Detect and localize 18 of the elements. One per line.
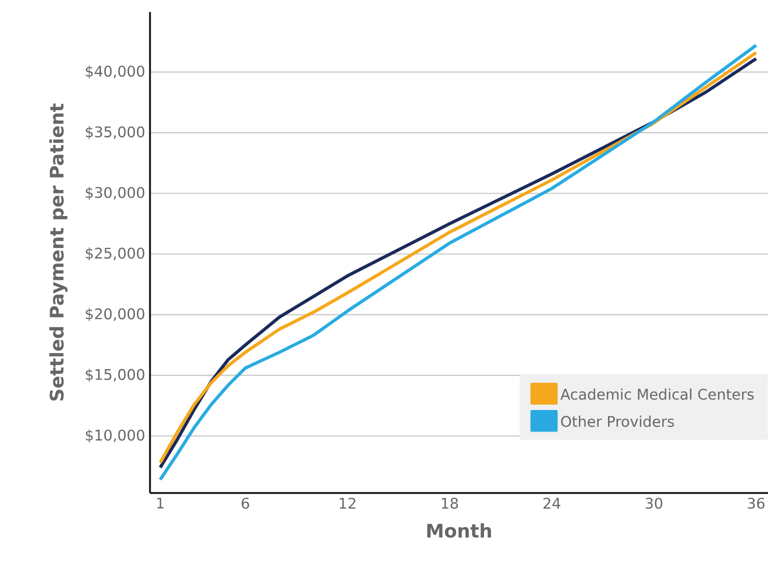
y-tick-label: $30,000	[86, 186, 144, 200]
x-tick-label: 36	[748, 498, 764, 509]
x-tick-label: 30	[646, 498, 662, 509]
x-tick-label: 24	[544, 498, 560, 509]
y-tick-label: $40,000	[86, 65, 144, 79]
y-tick-label: $35,000	[86, 126, 144, 140]
legend-label: Other Providers	[561, 416, 674, 427]
x-tick-label: 1	[157, 498, 164, 508]
x-tick-label: 18	[442, 498, 458, 509]
y-axis-title: Settled Payment per Patient	[49, 104, 68, 401]
x-tick-label: 12	[340, 498, 356, 509]
y-tick-label: $10,000	[86, 429, 144, 443]
y-tick-label: $25,000	[86, 247, 144, 261]
x-tick-label: 6	[242, 498, 250, 509]
y-tick-label: $15,000	[86, 368, 144, 382]
y-tick-label: $20,000	[86, 308, 144, 322]
legend-label: Academic Medical Centers	[560, 388, 754, 400]
x-axis-title: Month	[427, 523, 491, 538]
